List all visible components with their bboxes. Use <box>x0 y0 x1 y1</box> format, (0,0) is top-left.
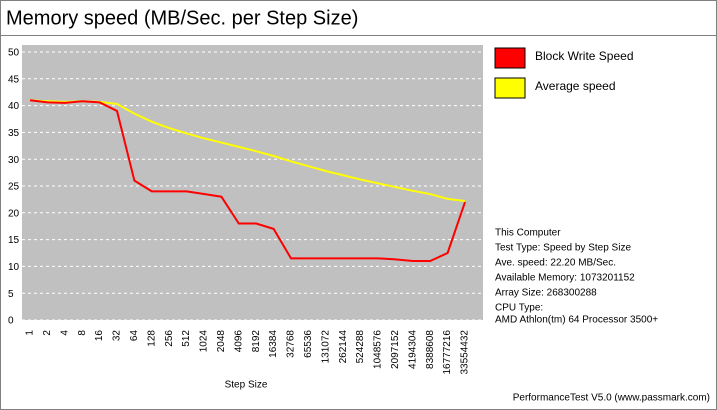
y-tick-label: 20 <box>8 208 20 219</box>
y-tick-label: 50 <box>8 48 20 59</box>
x-tick-label: 1048576 <box>373 330 384 369</box>
x-tick-label: 2 <box>42 330 53 336</box>
y-tick-label: 40 <box>8 101 20 112</box>
legend-label: Average speed <box>535 79 616 93</box>
x-tick-label: 131072 <box>320 330 331 364</box>
y-tick-label: 30 <box>8 155 20 166</box>
legend-swatch <box>494 77 526 99</box>
x-tick-label: 33554432 <box>460 330 471 375</box>
info-line: Array Size: 268300288 <box>495 288 597 299</box>
y-tick-label: 5 <box>8 289 14 300</box>
y-tick-label: 0 <box>8 316 14 327</box>
info-line: AMD Athlon(tm) 64 Processor 3500+ <box>495 315 658 326</box>
x-tick-label: 512 <box>181 330 192 347</box>
info-line: This Computer <box>495 228 561 239</box>
x-tick-label: 16 <box>94 330 105 342</box>
x-tick-label: 4194304 <box>407 330 418 369</box>
y-tick-label: 10 <box>8 262 20 273</box>
x-tick-label: 2048 <box>216 330 227 353</box>
x-tick-label: 1024 <box>199 330 210 353</box>
x-tick-label: 65536 <box>303 330 314 358</box>
y-tick-label: 25 <box>8 182 20 193</box>
x-tick-label: 2097152 <box>390 330 401 369</box>
legend-swatch <box>494 47 526 69</box>
x-tick-label: 262144 <box>338 330 349 364</box>
x-tick-label: 4096 <box>233 330 244 353</box>
x-tick-label: 1 <box>25 330 36 336</box>
footer: PerformanceTest V5.0 (www.passmark.com) <box>513 393 710 404</box>
x-axis-label: Step Size <box>225 380 268 391</box>
x-tick-label: 524288 <box>355 330 366 364</box>
info-line: CPU Type: <box>495 303 543 314</box>
y-tick-label: 45 <box>8 74 20 85</box>
x-tick-label: 8 <box>77 330 88 336</box>
x-tick-label: 8388608 <box>425 330 436 369</box>
info-line: Available Memory: 1073201152 <box>495 273 635 284</box>
info-line: Test Type: Speed by Step Size <box>495 243 631 254</box>
info-line: Ave. speed: 22.20 MB/Sec. <box>495 258 616 269</box>
series-line <box>29 99 466 263</box>
series-line <box>29 99 466 203</box>
y-tick-label: 35 <box>8 128 20 139</box>
chart-title: Memory speed (MB/Sec. per Step Size) <box>6 7 358 29</box>
x-tick-label: 16384 <box>268 330 279 358</box>
x-tick-label: 128 <box>146 330 157 347</box>
x-tick-label: 32 <box>112 330 123 342</box>
x-tick-label: 64 <box>129 330 140 342</box>
legend-label: Block Write Speed <box>535 49 634 63</box>
x-tick-label: 4 <box>59 330 70 336</box>
x-tick-label: 16777216 <box>442 330 453 375</box>
x-tick-label: 256 <box>164 330 175 347</box>
x-tick-label: 32768 <box>286 330 297 358</box>
plot-area <box>22 45 483 320</box>
y-tick-label: 15 <box>8 235 20 246</box>
x-tick-label: 8192 <box>251 330 262 353</box>
